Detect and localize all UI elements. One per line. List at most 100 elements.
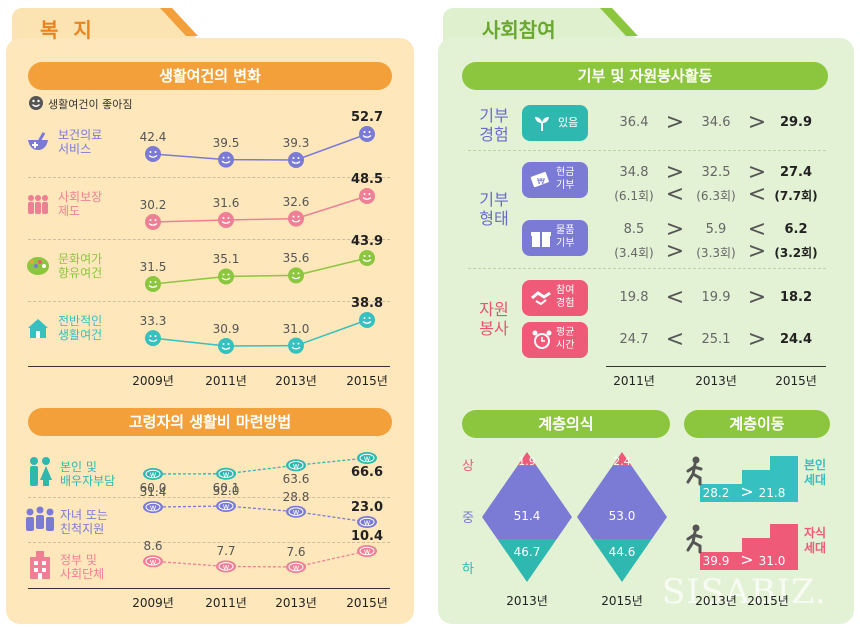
data-point-smile <box>288 267 304 284</box>
data-label: 31.4 <box>139 485 167 500</box>
x-tick-label: 2013년 <box>695 374 737 388</box>
data-label: 32.6 <box>282 194 310 209</box>
data-point-smile <box>288 337 304 354</box>
comparison-sign: < <box>747 182 767 207</box>
generation-label-line2: 세대 <box>804 473 827 487</box>
data-point-coin: w <box>357 516 377 528</box>
data-label: 30.9 <box>212 322 240 336</box>
row-label-line2: 사회단체 <box>60 567 105 581</box>
data-label: 10.4 <box>350 529 384 544</box>
data-label: 35.1 <box>212 252 240 267</box>
comparison-sign: > <box>665 217 685 242</box>
row-label-line1: 본인 및 <box>60 460 97 474</box>
x-tick-label: 2015년 <box>747 594 789 608</box>
x-tick-label: 2009년 <box>132 374 174 388</box>
count-value: (6.1회) <box>614 189 654 203</box>
count-value: (7.7회) <box>774 189 818 203</box>
axis-line <box>28 366 390 367</box>
x-tick-label: 2013년 <box>695 594 737 608</box>
data-value: 27.4 <box>779 165 813 180</box>
data-point-coin: w <box>286 505 306 518</box>
mobility-2015-value: 21.8 <box>758 486 786 500</box>
data-value: 29.9 <box>779 115 813 130</box>
data-point-coin: w <box>143 555 163 568</box>
series-line <box>152 195 368 223</box>
stair-shape <box>700 456 798 502</box>
data-point-smile <box>218 151 234 168</box>
sprout-icon <box>535 117 549 131</box>
data-point-smile <box>145 214 161 230</box>
row-divider <box>28 542 390 543</box>
comparison-sign: > <box>665 160 685 185</box>
data-label: 31.5 <box>139 260 167 274</box>
data-label: 42.4 <box>139 129 167 144</box>
building-icon <box>30 551 50 579</box>
couple-icon <box>30 457 52 486</box>
alarm-clock-icon <box>532 330 552 349</box>
data-label: 39.3 <box>282 136 310 150</box>
comparison-sign: > <box>747 160 767 185</box>
welfare-tab-accent <box>150 8 198 40</box>
cash-donation-badge: ₩ 현금 기부 <box>522 162 588 198</box>
comparison-sign: > <box>740 550 754 569</box>
mobility-2013-value: 28.2 <box>702 486 730 500</box>
data-label: 39.5 <box>212 135 240 150</box>
volunteer-experience-badge: 참여 경험 <box>522 280 588 316</box>
house-icon <box>28 319 48 338</box>
data-label: 28.8 <box>282 489 310 504</box>
data-label: 31.0 <box>282 321 310 336</box>
svg-text:w: w <box>150 470 157 479</box>
data-point-coin: w <box>357 452 377 464</box>
mid-segment <box>482 466 572 539</box>
data-point-smile <box>288 152 304 168</box>
data-point-coin: w <box>286 459 306 472</box>
data-label: 31.6 <box>212 196 240 210</box>
data-point-smile <box>218 212 234 229</box>
data-value: 34.8 <box>619 165 649 180</box>
row-label-line1: 정부 및 <box>60 553 97 567</box>
mobility-stairs <box>700 524 798 570</box>
goods-donation-badge: 물품 기부 <box>522 220 588 256</box>
data-point-coin: w <box>286 561 306 573</box>
data-label: 52.7 <box>350 110 384 125</box>
data-value: 34.6 <box>701 115 731 130</box>
svg-text:w: w <box>364 547 371 556</box>
data-value: 5.9 <box>705 222 727 237</box>
data-value: 8.5 <box>623 222 645 237</box>
comparison-sign: < <box>665 182 685 207</box>
svg-text:w: w <box>293 508 300 517</box>
axis-line <box>28 588 390 589</box>
svg-text:w: w <box>223 470 230 479</box>
svg-text:w: w <box>364 518 371 527</box>
comparison-sign: < <box>665 327 685 352</box>
data-label: 63.6 <box>282 472 310 487</box>
smile-legend-icon <box>29 96 43 110</box>
stair-shape <box>700 524 798 570</box>
climbing-person-icon <box>686 524 703 554</box>
x-tick-label: 2015년 <box>346 374 388 388</box>
svg-text:w: w <box>223 562 230 571</box>
data-point-smile <box>288 210 304 227</box>
gift-icon <box>531 232 551 247</box>
volunteer-group-label: 자원 봉사 <box>479 300 509 338</box>
svg-text:w: w <box>293 563 300 572</box>
data-point-smile <box>145 276 161 292</box>
x-tick-label: 2013년 <box>275 596 317 610</box>
row-divider <box>468 268 826 269</box>
data-label: 23.0 <box>350 500 384 515</box>
series-line <box>152 319 368 347</box>
count-value: (3.2회) <box>774 246 818 260</box>
high-segment <box>612 452 632 466</box>
climbing-person-icon <box>686 456 703 486</box>
row-divider <box>28 301 390 302</box>
comparison-sign: > <box>740 482 754 501</box>
row-label-line2: 친척지원 <box>60 522 105 536</box>
class-diamond <box>577 452 667 582</box>
social-tab-accent <box>590 8 638 40</box>
x-tick-label: 2011년 <box>205 374 247 388</box>
low-segment <box>497 539 557 582</box>
comparison-sign: > <box>747 239 767 264</box>
data-label: 30.2 <box>139 198 167 212</box>
data-point-coin: w <box>143 501 163 514</box>
